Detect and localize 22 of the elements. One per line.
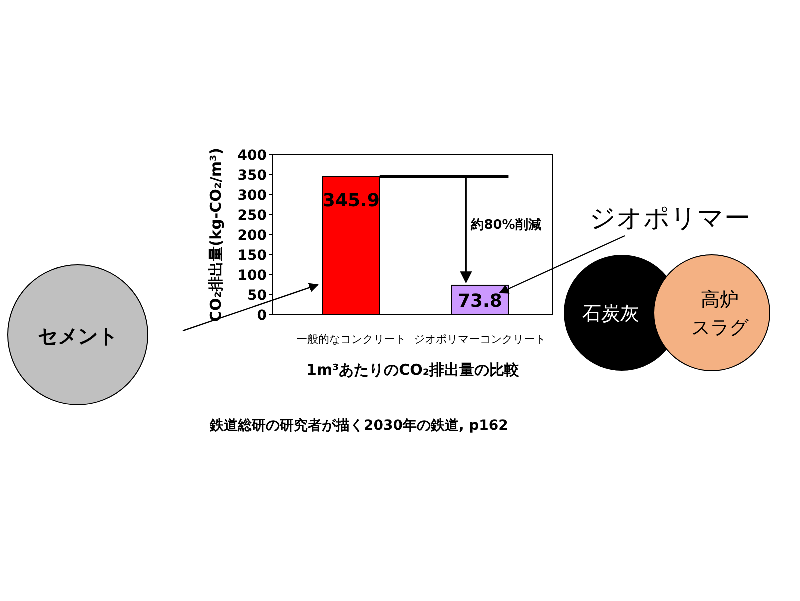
y-tick-label: 150: [238, 248, 268, 264]
x-tick-label: ジオポリマーコンクリート: [414, 333, 546, 346]
x-tick-label: 一般的なコンクリート: [296, 333, 406, 346]
text: スラグ: [692, 317, 750, 339]
text: ジオポリマー: [590, 204, 750, 234]
x-axis-title: 1m³あたりのCO₂排出量の比較: [306, 361, 520, 379]
data-label: 73.8: [458, 291, 502, 312]
text: セメント: [38, 324, 118, 348]
y-tick-label: 100: [238, 268, 268, 284]
y-tick-label: 350: [238, 168, 268, 184]
y-tick-label: 250: [238, 208, 268, 224]
y-tick-label: 50: [248, 288, 268, 304]
data-label: 345.9: [322, 190, 380, 212]
text: 高炉: [701, 289, 739, 311]
annotation: 約80%削減: [470, 218, 542, 234]
text: 石炭灰: [582, 303, 640, 325]
y-tick-label: 400: [238, 148, 268, 164]
y-axis-title: CO₂排出量(kg-CO₂/m³): [207, 148, 225, 322]
y-tick-label: 300: [238, 188, 268, 204]
y-tick-label: 0: [257, 308, 268, 324]
text: 鉄道総研の研究者が描く2030年の鉄道, p162: [209, 417, 508, 434]
y-tick-label: 200: [238, 228, 268, 244]
